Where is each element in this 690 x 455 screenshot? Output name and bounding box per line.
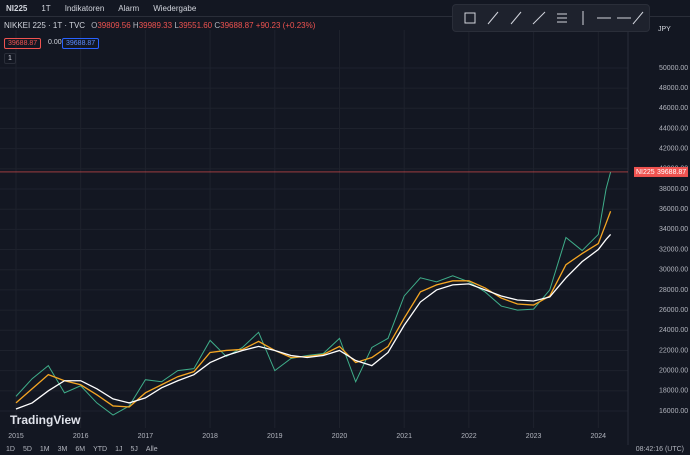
y-tick-label: 36000.00 (659, 206, 688, 213)
drawing-toolbar (452, 4, 650, 32)
y-tick-label: 20000.00 (659, 367, 688, 374)
y-tick-label: 32000.00 (659, 246, 688, 253)
y-tick-label: 30000.00 (659, 267, 688, 274)
y-tick-label: 26000.00 (659, 307, 688, 314)
price-line (15, 210, 612, 408)
y-tick-label: 34000.00 (659, 226, 688, 233)
x-tick-label: 2018 (202, 433, 218, 440)
range-button[interactable]: Alle (145, 446, 158, 453)
y-tick-label: 46000.00 (659, 105, 688, 112)
watermark: TradingView (10, 413, 81, 427)
ranges: 1D 5D 1M 3M 6M YTD 1J 5J Alle (6, 446, 158, 455)
range-button[interactable]: 6M (75, 446, 86, 453)
x-tick-label: 2020 (332, 433, 348, 440)
ohlc: O39809.56 H39989.33 L39551.60 C39688.87 … (91, 21, 315, 30)
change: +90.23 (+0.23%) (255, 21, 316, 30)
v: 39989.33 (138, 21, 173, 30)
clock: 08:42:16 (UTC) (635, 446, 684, 453)
y-tick-label: 16000.00 (659, 408, 688, 415)
y-tick-label: 42000.00 (659, 146, 688, 153)
range-button[interactable]: 5J (130, 446, 138, 453)
y-tick-label: 28000.00 (659, 287, 688, 294)
symbol[interactable]: NI225 (6, 3, 28, 13)
replay[interactable]: Wiedergabe (153, 3, 197, 13)
y-tick-label: 50000.00 (659, 65, 688, 72)
last-price-label: 39688.87 (657, 169, 686, 176)
y-tick-label: 18000.00 (659, 388, 688, 395)
drawing-icons (464, 11, 644, 25)
y-tick-label: 44000.00 (659, 125, 688, 132)
price-tag-bg (634, 166, 688, 177)
range-button[interactable]: 3M (57, 446, 68, 453)
price-line (15, 233, 612, 410)
ask[interactable]: 39688.87 (62, 38, 100, 49)
x-tick-label: 2017 (138, 433, 154, 440)
k: L (174, 21, 179, 30)
k: H (132, 21, 139, 30)
x-tick-label: 2016 (73, 433, 89, 440)
x-tick-label: 2022 (461, 433, 477, 440)
x-tick-label: 2023 (526, 433, 542, 440)
range-button[interactable]: 1J (115, 446, 123, 453)
v: 39809.56 (97, 21, 131, 30)
v: 39688.87 (220, 21, 254, 30)
bid[interactable]: 39688.87 (4, 38, 42, 49)
count[interactable]: 1 (4, 53, 16, 64)
price-line (15, 171, 612, 416)
x-tick-label: 2019 (267, 433, 283, 440)
alert[interactable]: Alarm (118, 3, 140, 13)
range-button[interactable]: 1M (39, 446, 50, 453)
bottom-bar: 1D 5D 1M 3M 6M YTD 1J 5J Alle 08:42:16 (UTC) (0, 446, 690, 455)
x-tick-label: 2015 (8, 433, 24, 440)
x-tick-label: 2024 (591, 433, 607, 440)
interval[interactable]: 1T (41, 3, 51, 13)
currency[interactable]: JPY (658, 26, 671, 33)
legend-title: NIKKEI 225 · 1T · TVC (4, 21, 86, 30)
range-button[interactable]: YTD (93, 446, 108, 453)
x-tick-label: 2021 (396, 433, 412, 440)
v: 39551.60 (178, 21, 213, 30)
k: C (214, 21, 221, 30)
k: O (91, 21, 98, 30)
indicators[interactable]: Indikatoren (64, 3, 105, 13)
symbol-tag: NI225 (636, 169, 655, 176)
y-tick-label: 22000.00 (659, 347, 688, 354)
y-tick-label: 24000.00 (659, 327, 688, 334)
y-tick-label: 38000.00 (659, 186, 688, 193)
y-tick-label: 48000.00 (659, 85, 688, 92)
legend: NIKKEI 225 · 1T · TVC O39809.56 H39989.3… (4, 21, 315, 30)
range-button[interactable]: 1D (6, 446, 15, 453)
spread: 0.00 (48, 39, 62, 46)
range-button[interactable]: 5D (22, 446, 32, 453)
